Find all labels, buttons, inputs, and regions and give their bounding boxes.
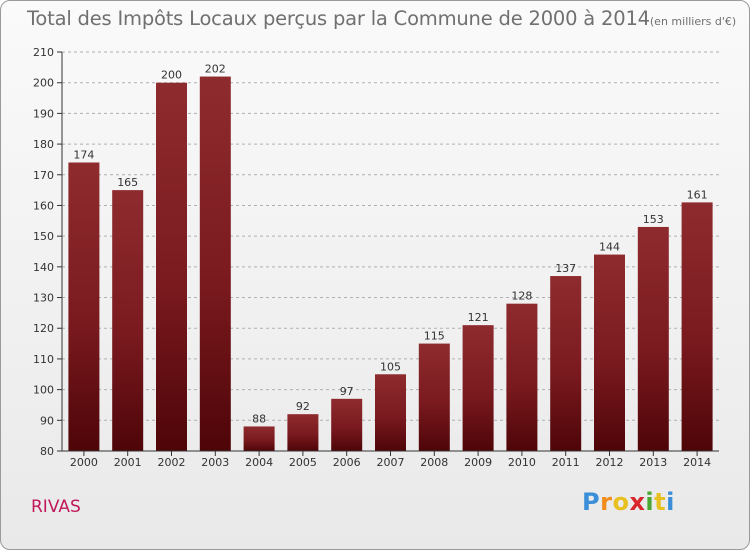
proxiti-logo: Proxiti bbox=[582, 488, 675, 516]
x-tick-label: 2013 bbox=[639, 456, 667, 469]
chart-title-block: Total des Impôts Locaux perçus par la Co… bbox=[27, 7, 736, 30]
y-tick-label: 80 bbox=[40, 445, 54, 458]
y-tick-label: 130 bbox=[33, 292, 54, 305]
bar-value-label: 153 bbox=[643, 213, 664, 226]
bar-2013 bbox=[637, 226, 669, 451]
x-tick-label: 2003 bbox=[201, 456, 229, 469]
bar-value-label: 144 bbox=[599, 241, 620, 254]
logo-letter: r bbox=[600, 488, 613, 516]
chart-title: Total des Impôts Locaux perçus par la Co… bbox=[27, 7, 650, 30]
y-tick-label: 110 bbox=[33, 353, 54, 366]
y-tick-label: 120 bbox=[33, 322, 54, 335]
x-tick-label: 2006 bbox=[333, 456, 361, 469]
logo-letter: i bbox=[645, 488, 655, 516]
x-tick-label: 2010 bbox=[508, 456, 536, 469]
y-tick-label: 150 bbox=[33, 230, 54, 243]
bar-value-label: 115 bbox=[424, 330, 445, 343]
y-tick-label: 200 bbox=[33, 77, 54, 90]
y-tick-label: 210 bbox=[33, 46, 54, 59]
x-tick-label: 2014 bbox=[683, 456, 711, 469]
bar-value-label: 92 bbox=[296, 400, 310, 413]
bar-2014 bbox=[681, 202, 713, 451]
bar-2001 bbox=[112, 190, 144, 451]
bar-value-label: 202 bbox=[205, 63, 226, 76]
x-tick-label: 2009 bbox=[464, 456, 492, 469]
bar-value-label: 88 bbox=[252, 412, 266, 425]
commune-name: RIVAS bbox=[31, 497, 81, 517]
bar-2005 bbox=[287, 414, 319, 451]
logo-letter: o bbox=[612, 488, 630, 516]
bar-value-label: 121 bbox=[468, 311, 489, 324]
x-tick-label: 2012 bbox=[596, 456, 624, 469]
chart-unit-label: (en milliers d'€) bbox=[649, 15, 737, 28]
bar-2006 bbox=[331, 398, 363, 451]
bar-value-label: 137 bbox=[555, 262, 576, 275]
bar-value-label: 97 bbox=[340, 385, 354, 398]
y-tick-label: 190 bbox=[33, 107, 54, 120]
x-tick-label: 2001 bbox=[114, 456, 142, 469]
bar-2007 bbox=[375, 374, 406, 451]
logo-letter: x bbox=[629, 488, 646, 516]
bar-2011 bbox=[550, 276, 582, 451]
y-tick-label: 180 bbox=[33, 138, 54, 151]
bar-2003 bbox=[199, 76, 231, 452]
bar-value-label: 165 bbox=[117, 176, 138, 189]
y-tick-label: 170 bbox=[33, 169, 54, 182]
y-tick-label: 160 bbox=[33, 199, 54, 212]
x-tick-label: 2000 bbox=[70, 456, 98, 469]
logo-letter: t bbox=[654, 488, 667, 516]
bar-value-label: 105 bbox=[380, 360, 401, 373]
bar-2012 bbox=[594, 254, 625, 451]
y-tick-label: 90 bbox=[40, 414, 54, 427]
x-tick-label: 2011 bbox=[552, 456, 580, 469]
x-tick-label: 2004 bbox=[245, 456, 273, 469]
y-tick-label: 100 bbox=[33, 384, 54, 397]
logo-letter: P bbox=[582, 488, 601, 516]
bar-value-label: 161 bbox=[687, 188, 708, 201]
y-tick-label: 140 bbox=[33, 261, 54, 274]
bar-2009 bbox=[462, 325, 494, 451]
bar-value-label: 200 bbox=[161, 69, 182, 82]
bar-2002 bbox=[156, 82, 187, 451]
bar-2010 bbox=[506, 303, 538, 451]
x-tick-label: 2002 bbox=[158, 456, 186, 469]
bar-2004 bbox=[243, 426, 275, 451]
x-tick-label: 2007 bbox=[377, 456, 405, 469]
bar-2008 bbox=[418, 343, 450, 451]
logo-letter: i bbox=[666, 488, 675, 516]
x-tick-label: 2005 bbox=[289, 456, 317, 469]
bar-value-label: 128 bbox=[511, 290, 532, 303]
x-tick-label: 2008 bbox=[420, 456, 448, 469]
bar-value-label: 174 bbox=[73, 148, 94, 161]
bar-2000 bbox=[68, 162, 100, 451]
